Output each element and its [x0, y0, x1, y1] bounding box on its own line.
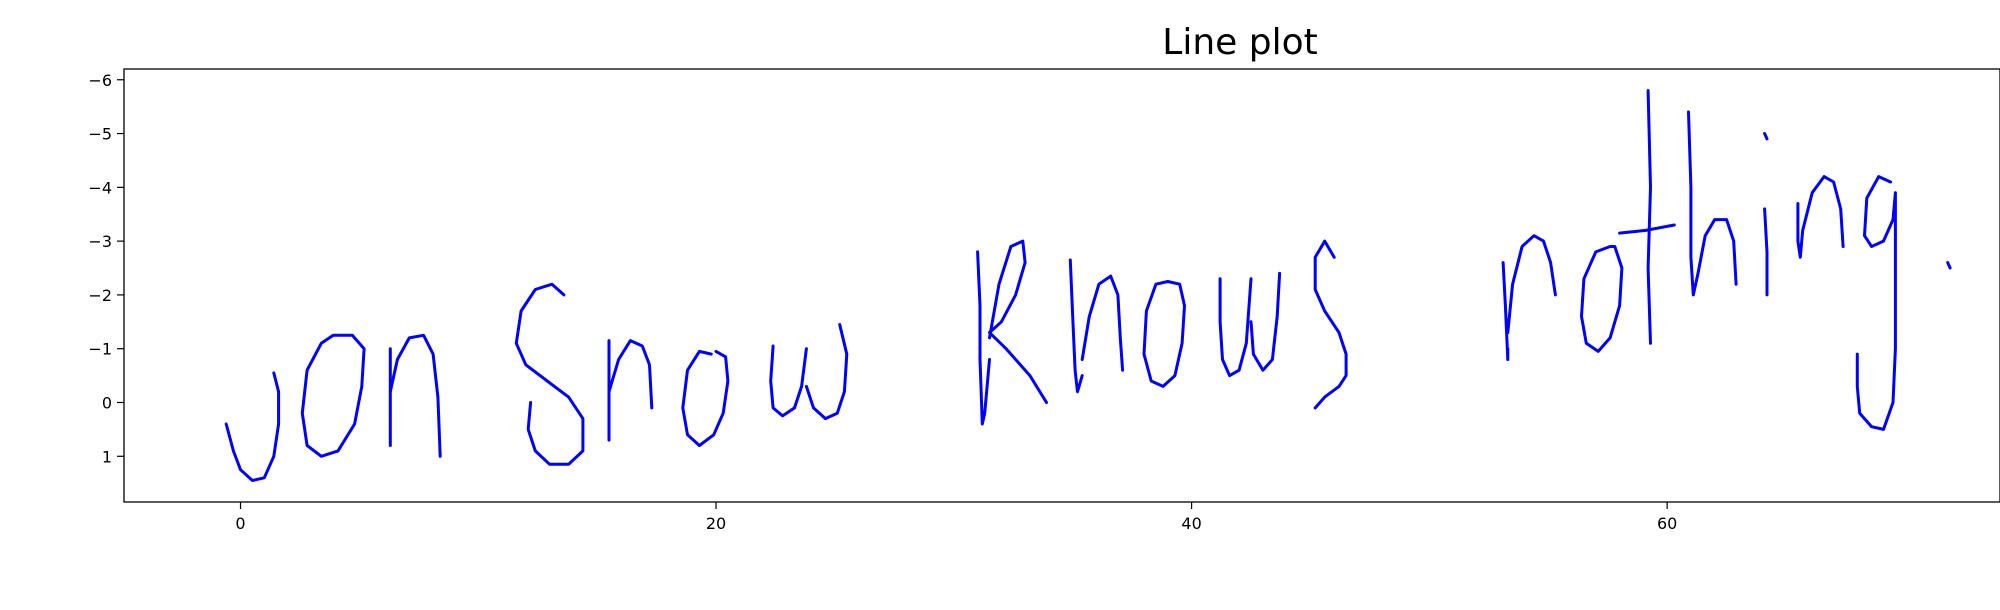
plot-lines	[224, 89, 1952, 482]
y-axis: −6 −5 −4 −3 −2 −1 0 1	[88, 71, 124, 466]
y-tick-label: −6	[88, 71, 112, 90]
series-stroke-1	[300, 333, 366, 458]
y-tick-label: −3	[88, 232, 112, 251]
y-tick-label: −1	[88, 340, 112, 359]
x-axis: 0 20 40 60	[235, 502, 1677, 533]
series-stroke-13	[1080, 274, 1125, 372]
series-stroke-24	[1696, 218, 1738, 286]
chart-title: Line plot	[1162, 22, 1317, 63]
series-stroke-11	[988, 239, 1048, 404]
series-stroke-15	[1218, 277, 1253, 378]
series-stroke-7	[681, 349, 730, 447]
plot-frame	[123, 68, 2000, 503]
series-stroke-25	[1763, 132, 1769, 141]
series-stroke-6	[607, 339, 654, 410]
series-stroke-8	[769, 344, 808, 418]
series-stroke-12	[1068, 258, 1084, 394]
series-stroke-17	[1313, 239, 1348, 410]
x-tick-label: 0	[235, 514, 245, 533]
y-tick-label: −2	[88, 286, 112, 305]
series-stroke-21	[1646, 89, 1652, 345]
series-stroke-9	[804, 323, 849, 421]
series-stroke-19	[1506, 234, 1557, 335]
series-stroke-22	[1618, 223, 1676, 235]
x-tick-label: 20	[706, 514, 726, 533]
series-stroke-28	[1855, 175, 1897, 431]
y-tick-label: 0	[102, 393, 112, 412]
series-stroke-18	[1501, 261, 1510, 361]
y-tick-label: 1	[102, 447, 112, 466]
series-stroke-20	[1580, 245, 1624, 353]
series-stroke-14	[1142, 280, 1186, 388]
x-tick-label: 40	[1181, 514, 1201, 533]
series-stroke-10	[976, 250, 991, 426]
series-stroke-23	[1687, 110, 1700, 297]
y-tick-label: −5	[88, 125, 112, 144]
series-stroke-0	[224, 371, 281, 482]
series-stroke-4	[514, 282, 585, 466]
series-stroke-27	[1796, 175, 1845, 259]
series-stroke-16	[1249, 271, 1282, 372]
y-tick-label: −4	[88, 178, 112, 197]
series-stroke-29	[1946, 261, 1952, 270]
x-tick-label: 60	[1657, 514, 1677, 533]
series-stroke-26	[1763, 207, 1769, 297]
series-stroke-3	[388, 333, 442, 458]
